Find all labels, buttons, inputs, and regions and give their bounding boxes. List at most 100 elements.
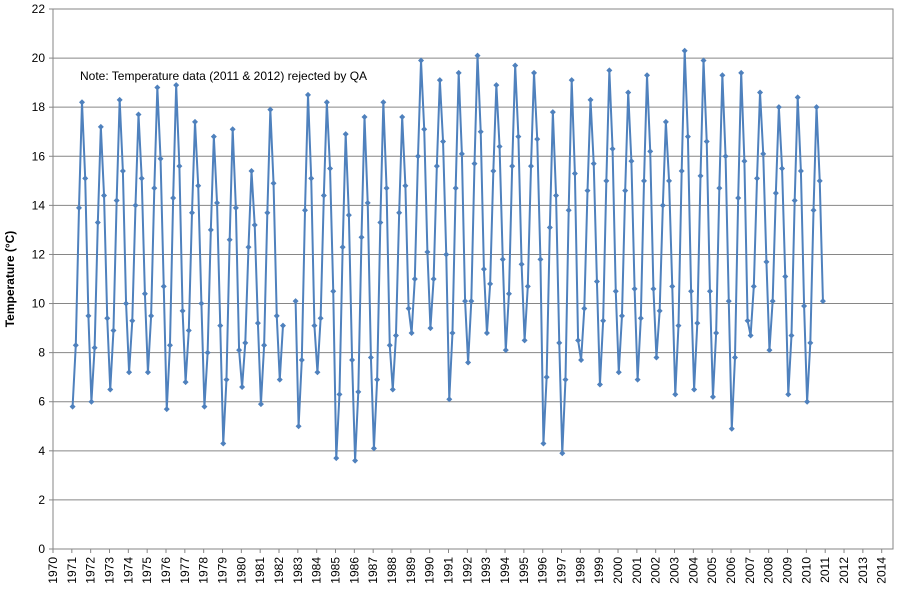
x-tick-label: 2009	[781, 557, 795, 584]
data-point	[276, 376, 283, 383]
data-point	[549, 109, 556, 116]
data-point	[747, 332, 754, 339]
x-tick-label: 2012	[837, 557, 851, 584]
data-point	[688, 288, 695, 295]
x-tick-label: 1998	[573, 557, 587, 584]
data-point	[744, 317, 751, 324]
data-point	[603, 177, 610, 184]
data-point	[170, 195, 177, 201]
data-point	[220, 440, 227, 447]
data-point	[684, 133, 691, 140]
data-point	[94, 219, 101, 226]
x-tick-label: 1999	[592, 557, 606, 584]
data-point	[446, 396, 453, 403]
data-point	[716, 185, 723, 192]
x-tick-label: 1978	[197, 557, 211, 584]
data-point	[261, 342, 268, 349]
x-tick-label: 1987	[366, 557, 380, 584]
data-point	[681, 47, 688, 54]
data-point	[590, 160, 597, 167]
x-tick-label: 1989	[404, 557, 418, 584]
data-point	[214, 199, 221, 206]
data-point	[330, 288, 337, 295]
x-tick-label: 1983	[291, 557, 305, 584]
data-point	[785, 391, 792, 398]
x-tick-label: 1976	[159, 557, 173, 584]
x-tick-label: 1974	[121, 557, 135, 584]
data-point	[546, 224, 553, 231]
data-point	[314, 369, 321, 376]
data-point	[198, 300, 205, 307]
data-point	[418, 57, 425, 64]
x-tick-label: 1996	[536, 557, 550, 584]
y-tick-label: 14	[32, 198, 46, 212]
data-point	[396, 209, 403, 216]
data-point	[367, 354, 374, 361]
data-point	[474, 52, 481, 59]
data-point	[735, 195, 742, 201]
data-point	[374, 376, 381, 383]
x-tick-label: 2003	[668, 557, 682, 584]
data-point	[678, 168, 685, 174]
data-point	[487, 280, 494, 287]
data-point	[537, 256, 544, 263]
series-line	[294, 50, 824, 461]
data-point	[370, 445, 377, 452]
x-tick-label: 1981	[253, 557, 267, 584]
data-point	[622, 187, 629, 194]
data-point	[691, 386, 698, 393]
data-point	[267, 106, 274, 113]
data-point	[659, 202, 666, 209]
data-point	[728, 425, 735, 432]
data-point	[430, 276, 437, 282]
data-point	[606, 67, 613, 74]
data-point	[389, 386, 396, 393]
data-point	[540, 440, 547, 447]
data-point	[449, 330, 456, 336]
data-point	[750, 283, 757, 290]
data-point	[119, 168, 126, 174]
data-point	[132, 202, 139, 209]
data-point	[405, 305, 412, 312]
data-point	[91, 344, 98, 351]
x-tick-label: 1988	[385, 557, 399, 584]
data-point	[135, 111, 142, 118]
y-tick-label: 4	[38, 444, 45, 458]
data-point	[700, 57, 707, 64]
data-point	[596, 381, 603, 388]
data-point	[556, 339, 563, 346]
data-point	[647, 148, 654, 155]
data-point	[97, 123, 104, 130]
data-point	[415, 153, 422, 160]
x-tick-label: 1970	[46, 557, 60, 584]
data-point	[581, 305, 588, 312]
data-point	[339, 244, 346, 251]
data-point	[578, 357, 585, 363]
data-point	[333, 455, 340, 462]
data-point	[421, 126, 428, 133]
data-point	[327, 165, 334, 172]
data-point	[703, 138, 710, 145]
data-point	[380, 99, 387, 106]
x-tick-label: 1971	[65, 557, 79, 584]
data-point	[163, 406, 170, 413]
data-point	[427, 325, 434, 332]
data-point	[637, 315, 644, 322]
data-point	[609, 145, 616, 152]
data-point	[600, 317, 607, 324]
x-tick-label: 2013	[856, 557, 870, 584]
data-point	[571, 170, 578, 177]
y-tick-label: 22	[32, 2, 46, 16]
data-point	[386, 342, 393, 349]
data-point	[452, 185, 459, 192]
data-point	[311, 322, 318, 329]
data-point	[562, 376, 569, 383]
data-point	[279, 322, 286, 329]
data-point	[138, 175, 145, 182]
data-point	[185, 327, 192, 334]
x-tick-label: 1994	[498, 557, 512, 584]
data-point	[154, 84, 161, 91]
data-point	[763, 258, 770, 265]
data-point	[468, 298, 475, 305]
